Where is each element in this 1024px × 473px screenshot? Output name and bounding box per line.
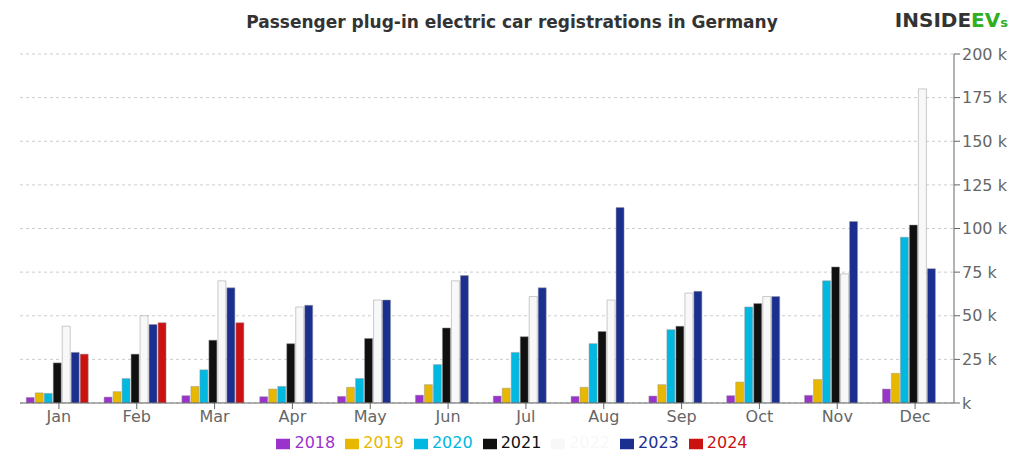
html-text:2020: 2020 bbox=[431, 433, 473, 452]
html-text:2021: 2021 bbox=[500, 433, 542, 452]
svg-text:50 k: 50 k bbox=[962, 306, 997, 325]
svg-text:Jun: Jun bbox=[435, 407, 461, 426]
svg-text:25 k: 25 k bbox=[962, 350, 997, 369]
svg-text:Oct: Oct bbox=[746, 407, 774, 426]
svg-text:Sep: Sep bbox=[667, 407, 697, 426]
svg-text:Aug: Aug bbox=[588, 407, 619, 426]
html-text:2024: 2024 bbox=[706, 433, 748, 452]
html-text:2019: 2019 bbox=[363, 433, 404, 452]
html-text:INSIDE EVs: INSIDE EVs bbox=[894, 8, 1008, 32]
svg-text:200 k: 200 k bbox=[962, 45, 1008, 64]
svg-text:Dec: Dec bbox=[900, 407, 931, 426]
html-text:2018: 2018 bbox=[294, 433, 336, 452]
svg-text:75 k: 75 k bbox=[962, 263, 997, 282]
svg-text:Jul: Jul bbox=[515, 407, 535, 426]
svg-text:May: May bbox=[354, 407, 387, 426]
html-text:2023: 2023 bbox=[638, 433, 679, 452]
svg-text:Nov: Nov bbox=[822, 407, 853, 426]
svg-text:Jan: Jan bbox=[46, 407, 72, 426]
html-text:2022: 2022 bbox=[569, 433, 611, 452]
svg-text:Apr: Apr bbox=[279, 407, 307, 426]
svg-text:125 k: 125 k bbox=[962, 176, 1008, 195]
svg-text:175 k: 175 k bbox=[962, 88, 1008, 107]
svg-text:150 k: 150 k bbox=[962, 132, 1008, 151]
svg-text:100 k: 100 k bbox=[962, 219, 1008, 238]
svg-text:Mar: Mar bbox=[199, 407, 230, 426]
svg-text:k: k bbox=[962, 394, 972, 413]
html-text:Passenger plug-in electric car: Passenger plug-in electric car registrat… bbox=[246, 12, 778, 32]
svg-text:Feb: Feb bbox=[123, 407, 151, 426]
